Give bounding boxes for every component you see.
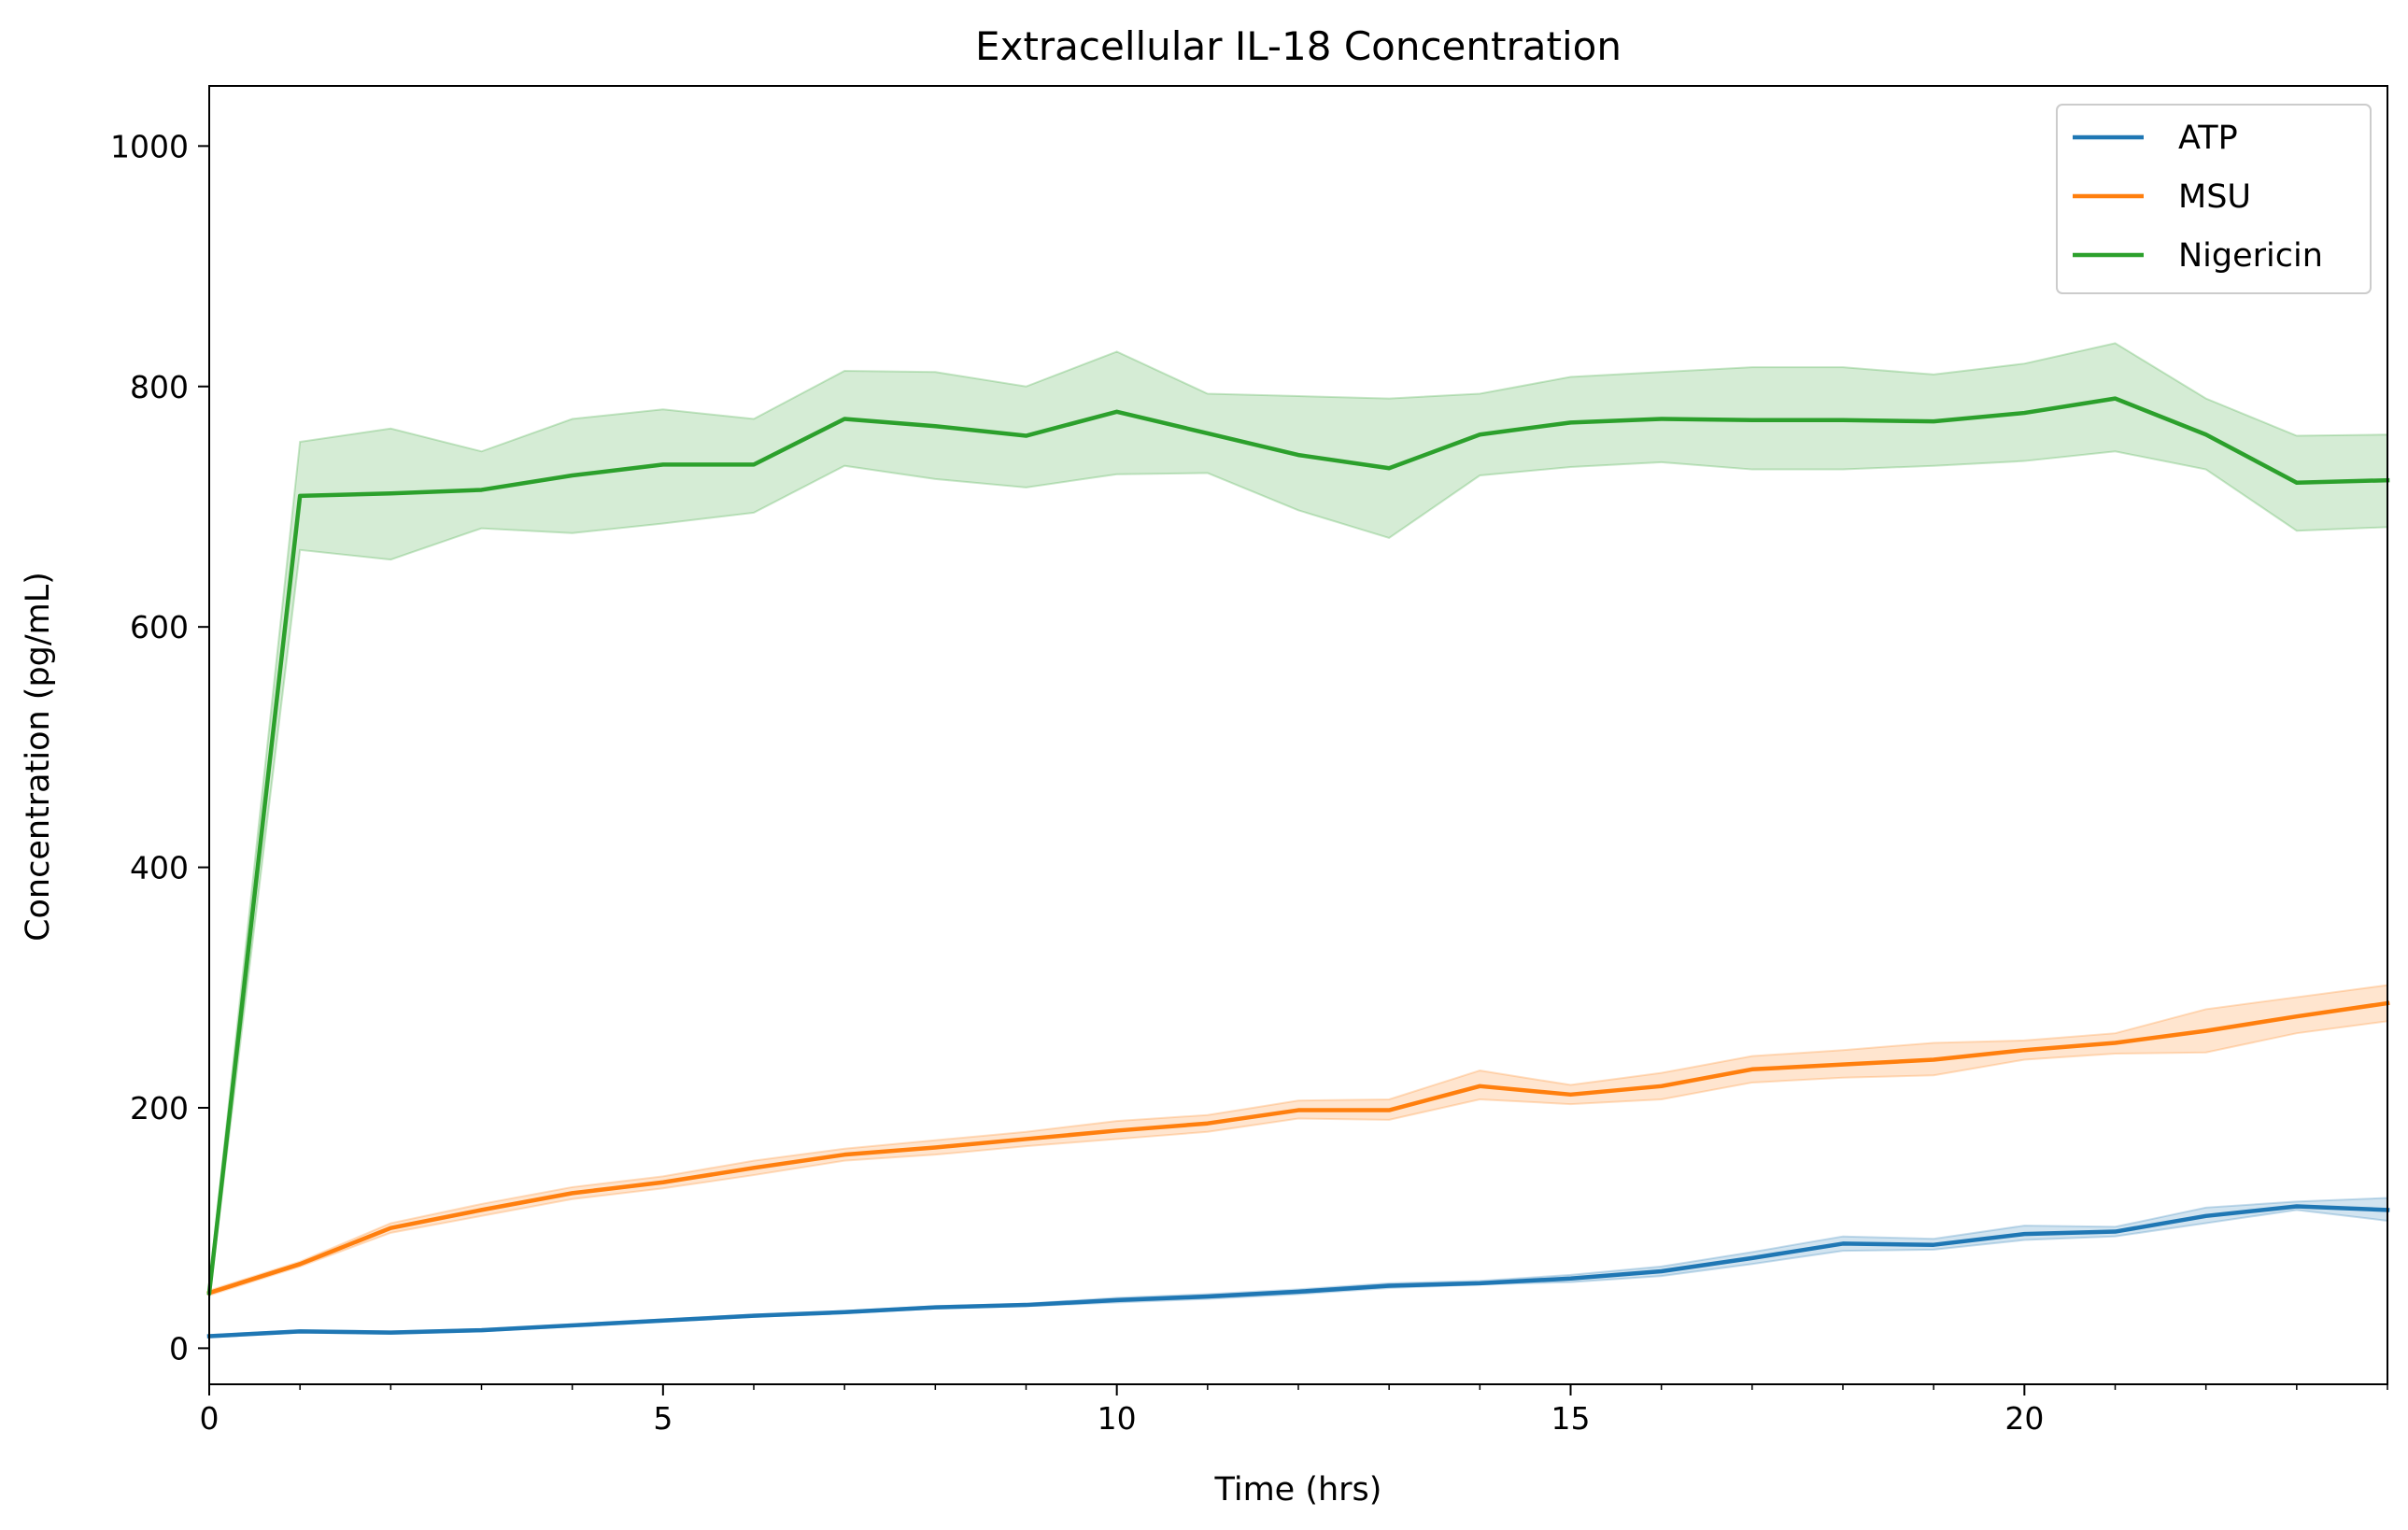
x-tick-label-20: 20 bbox=[2004, 1400, 2044, 1437]
legend: ATP MSU Nigericin bbox=[2056, 104, 2372, 294]
line-atp bbox=[206, 1204, 2390, 1339]
legend-box bbox=[2056, 104, 2372, 294]
chart-title: Extracellular IL-18 Concentration bbox=[975, 23, 1622, 69]
plot-frame bbox=[208, 85, 2388, 1385]
y-tick-label-1000: 1000 bbox=[110, 128, 189, 164]
y-tick-label-600: 600 bbox=[130, 609, 189, 645]
legend-label-msu: MSU bbox=[2178, 178, 2251, 216]
line-msu bbox=[206, 1000, 2390, 1296]
x-tick-label-15: 15 bbox=[1551, 1400, 1591, 1437]
line-nigericin bbox=[206, 396, 2390, 1296]
series-lines bbox=[206, 396, 2390, 1339]
legend-items: ATP MSU Nigericin bbox=[2073, 120, 2323, 275]
x-axis-label: Time (hrs) bbox=[1214, 1471, 1382, 1509]
x-tick-label-0: 0 bbox=[200, 1400, 220, 1437]
x-tick-label-5: 5 bbox=[653, 1400, 673, 1437]
legend-label-nigericin: Nigericin bbox=[2178, 237, 2323, 275]
y-tick-label-800: 800 bbox=[130, 369, 189, 405]
y-tick-label-200: 200 bbox=[130, 1090, 189, 1126]
y-tick-label-400: 400 bbox=[130, 850, 189, 886]
y-axis-label: Concentration (pg/mL) bbox=[20, 572, 57, 942]
x-tick-label-10: 10 bbox=[1098, 1400, 1137, 1437]
y-tick-label-0: 0 bbox=[169, 1330, 189, 1367]
legend-label-atp: ATP bbox=[2178, 120, 2238, 157]
